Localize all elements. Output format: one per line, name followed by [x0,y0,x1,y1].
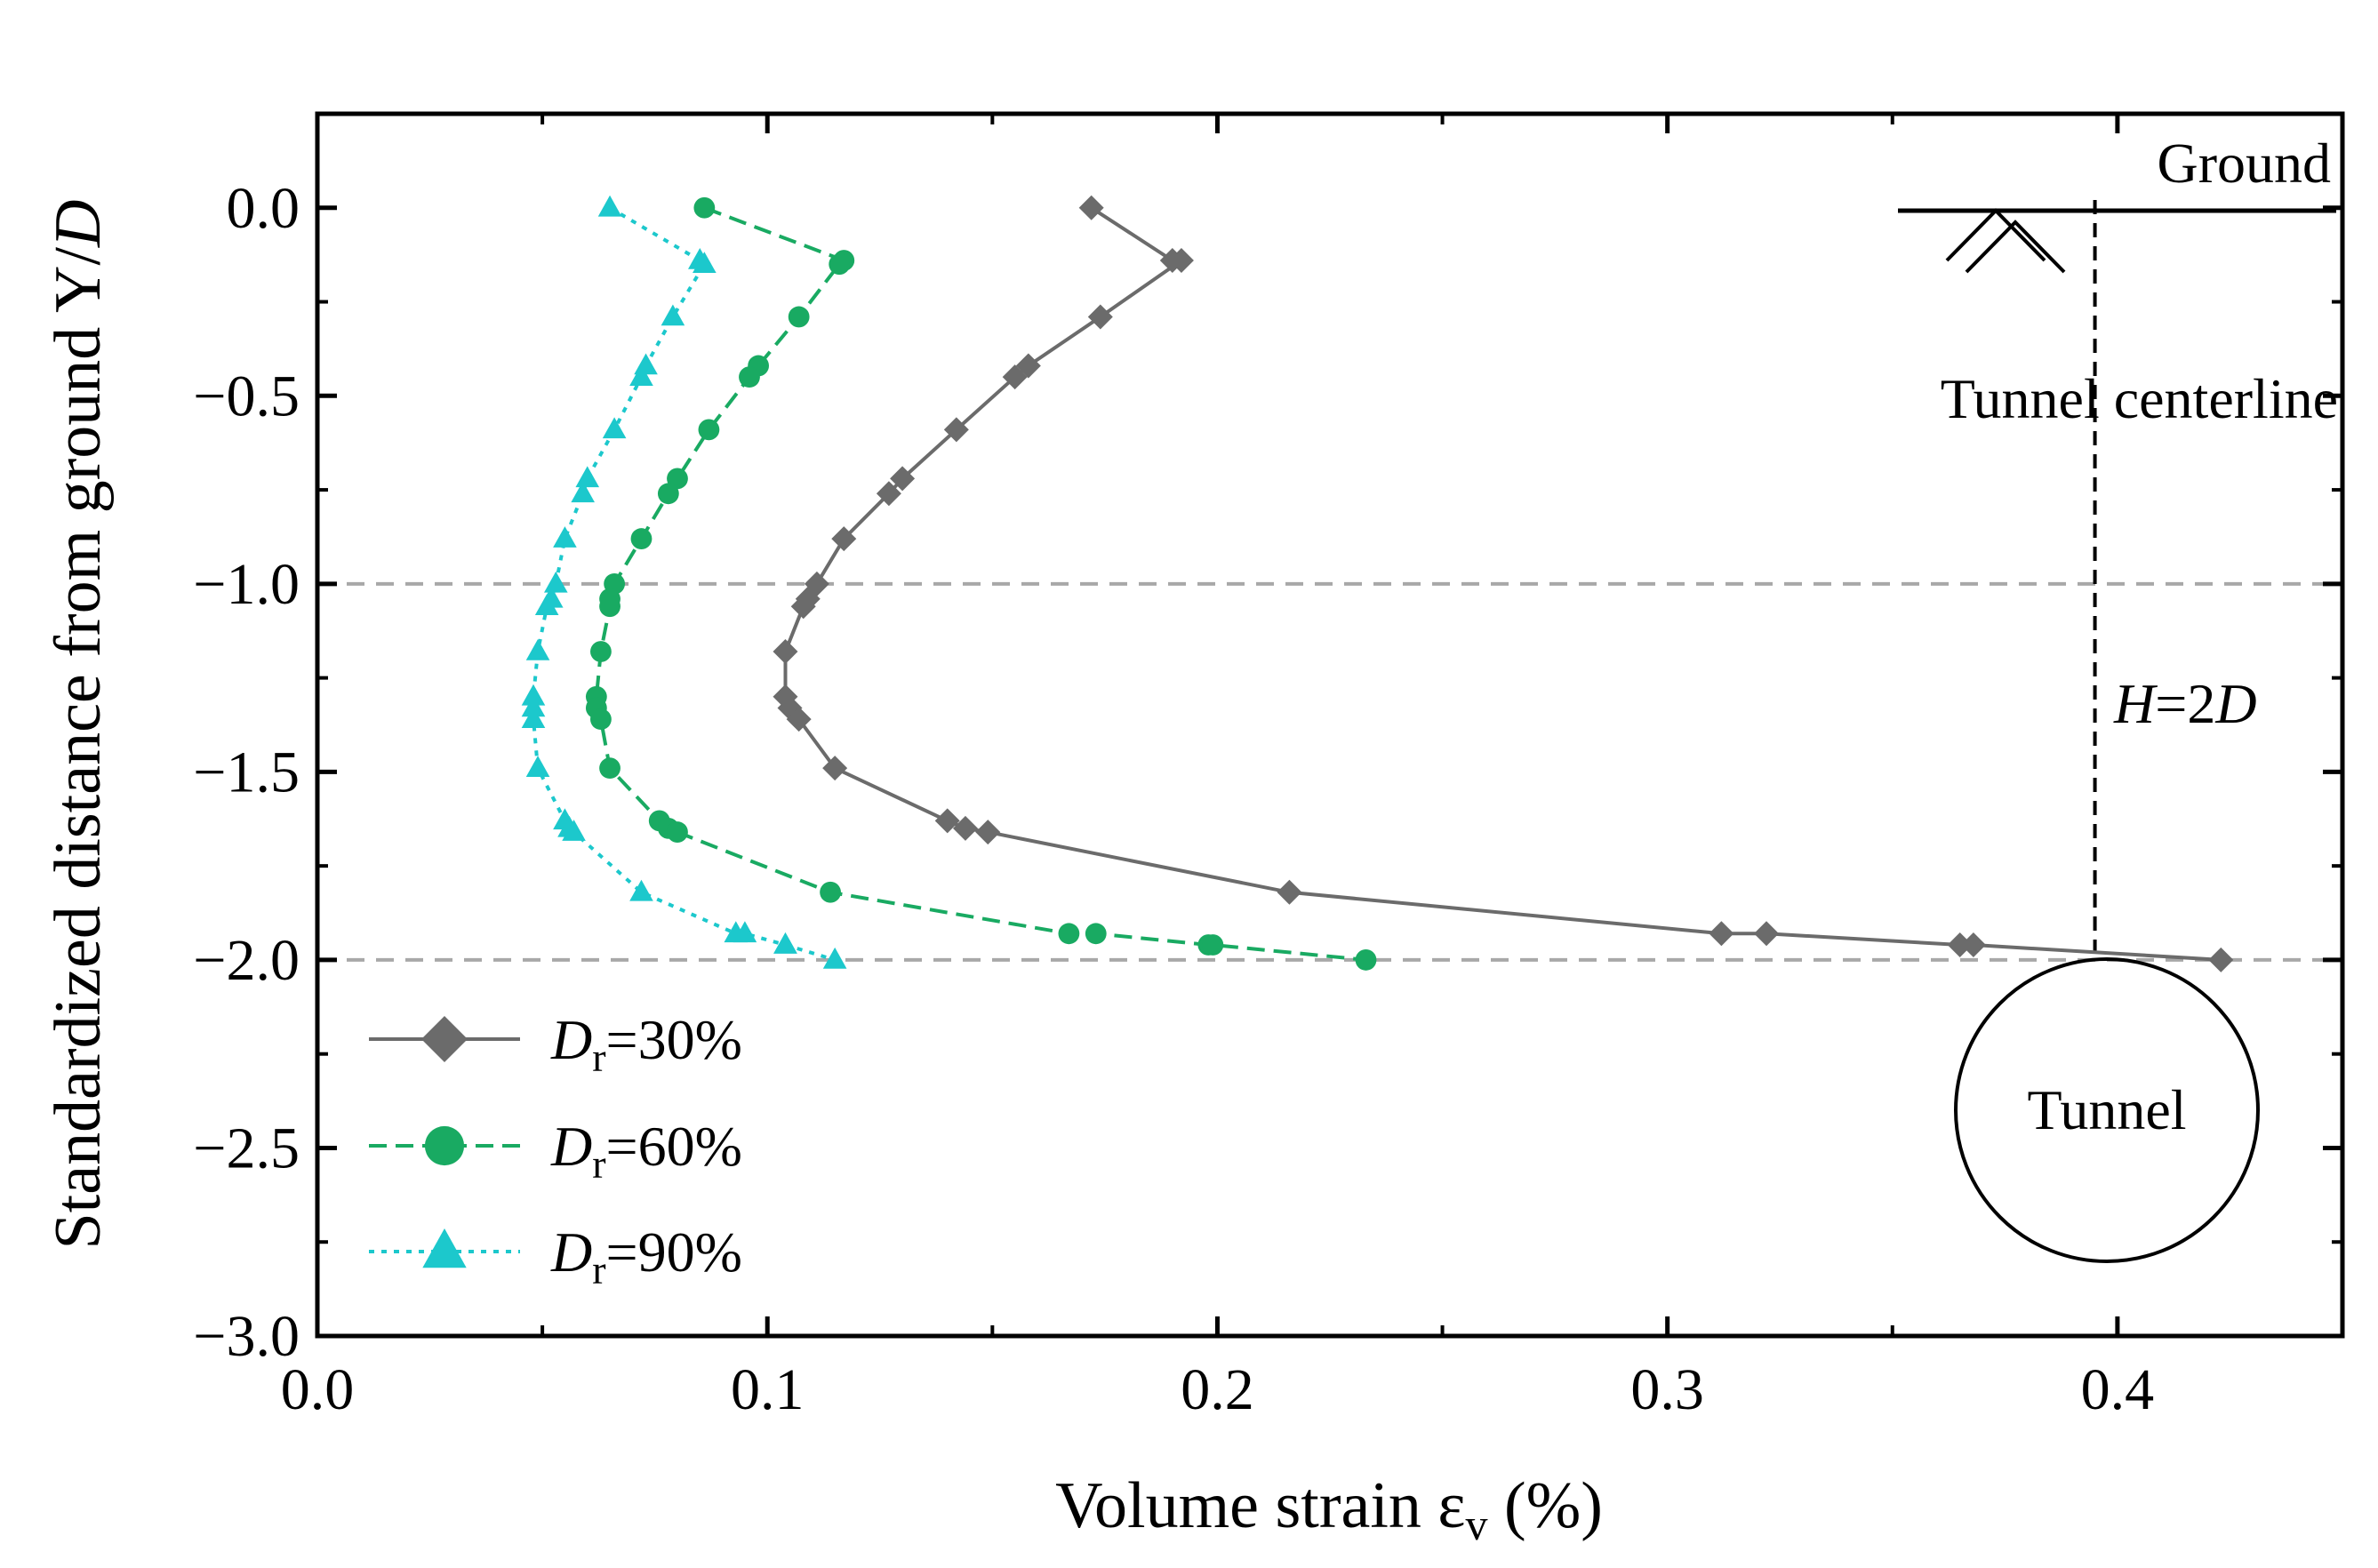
ground-hatch-mark [1945,208,2046,262]
data-point [890,466,916,492]
legend-label: Dr=60% [550,1115,742,1187]
y-axis-title: Standardized distance from ground Y/D [42,200,115,1250]
data-point [1087,304,1113,330]
plot-frame [315,111,2345,1339]
y-tick-label: −3.0 [193,1304,300,1369]
data-point [597,195,622,217]
data-point [521,707,546,728]
x-tick-label: 0.4 [2081,1357,2155,1422]
x-tick-label: 0.1 [731,1357,805,1422]
x-axis: 0.0 0.1 0.2 0.3 0.4 [281,114,2344,1422]
series-2 [585,196,1377,971]
tunnel-label: Tunnel [2027,1078,2186,1141]
ground-hatch-mark [1965,220,2066,274]
data-point [602,417,627,439]
ground-label: Ground [2157,132,2331,195]
data-point [1709,921,1734,947]
data-point [733,921,757,943]
data-point [1078,195,1104,220]
data-point [698,419,720,441]
data-point [1947,932,1973,957]
tunnel-circle [1954,957,2260,1263]
series-1 [773,195,2234,972]
depth-label: H=2D [2113,672,2257,735]
data-point [571,481,595,503]
data-point [1168,248,1194,273]
data-point [1002,364,1028,390]
data-point [2208,947,2234,972]
data-point [661,304,685,326]
data-point [629,879,653,901]
tunnel-schematic: Ground Tunnel centerline H=2D Tunnel [1898,132,2338,1263]
data-point [943,417,969,443]
data-point [521,684,546,706]
data-point [831,526,857,552]
data-point [934,808,960,834]
data-point [525,639,550,660]
series-3 [521,195,847,969]
data-point [1355,949,1377,971]
data-point [693,252,717,274]
data-point [820,881,841,903]
data-point [630,528,653,549]
data-point [876,481,901,507]
y-tick-label: 0.0 [227,176,300,241]
data-point [629,364,653,386]
data-point [575,466,600,488]
data-point [790,594,816,620]
legend: Dr=30% Dr=60% Dr=90% [369,1008,742,1292]
data-point [562,820,586,841]
data-point [1960,932,1986,957]
data-point [634,353,658,375]
series-layer [521,195,2234,972]
data-point [657,483,679,505]
data-point [975,820,1001,845]
data-point [773,932,797,954]
data-point [599,757,621,780]
data-point [786,707,812,732]
data-point [1202,934,1224,956]
data-point [534,594,559,616]
centerline-label: Tunnel centerline [1941,367,2338,430]
data-point [525,756,550,777]
data-point [739,366,760,388]
y-tick-label: −2.5 [193,1116,300,1180]
data-point [590,641,612,662]
y-tick-label: −2.0 [193,928,300,993]
data-point [521,695,546,717]
data-point [822,947,847,969]
x-tick-label: 0.2 [1181,1357,1254,1422]
data-point [829,253,851,276]
reference-lines [317,581,2342,962]
data-point [590,708,612,731]
data-point [693,196,716,219]
data-point [553,526,577,548]
data-point [543,571,568,593]
x-axis-title: Volume strain εv (%) [1055,1469,1603,1549]
y-tick-label: −1.5 [193,740,300,804]
legend-label: Dr=30% [550,1008,742,1080]
data-point [822,756,848,781]
legend-marker [422,1228,467,1268]
data-point [1754,921,1780,947]
y-tick-label: −1.0 [193,552,300,617]
data-point [667,821,688,843]
legend-marker [424,1125,465,1166]
data-point [599,596,621,618]
data-point [1058,923,1080,945]
data-point [952,815,978,841]
data-point [788,306,810,328]
legend-marker [421,1016,468,1062]
data-point [773,639,798,664]
x-tick-label: 0.3 [1630,1357,1704,1422]
x-tick-label: 0.0 [281,1357,355,1422]
legend-label: Dr=90% [550,1220,742,1292]
data-point [1277,879,1302,905]
y-tick-label: −0.5 [193,364,300,428]
data-point [1085,923,1107,945]
series-line [532,206,836,962]
y-axis: 0.0 −0.5 −1.0 −1.5 −2.0 −2.5 −3.0 [193,176,2342,1369]
